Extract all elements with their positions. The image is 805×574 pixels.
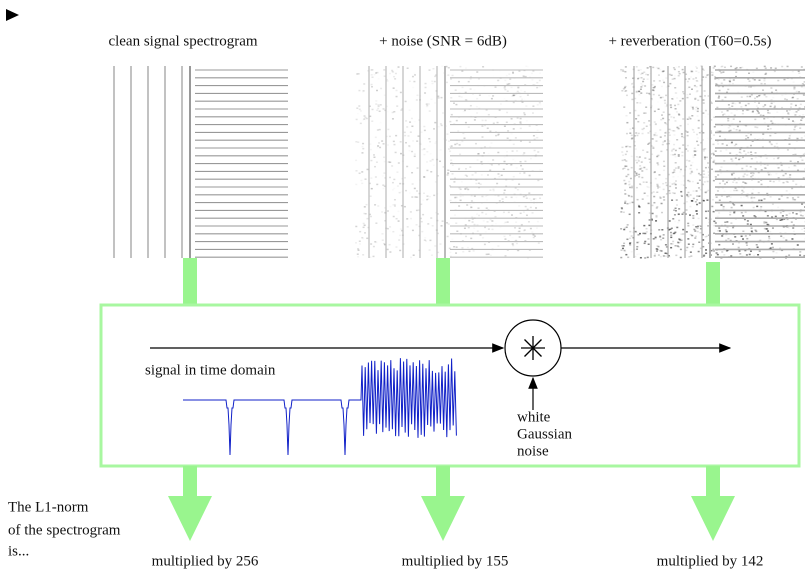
result-label: multiplied by 155 [402,553,509,569]
play-icon[interactable] [6,9,19,21]
footer-text: is... [8,543,29,559]
process-box [99,303,801,468]
noise-label: noise [517,443,549,459]
noise-label: Gaussian [517,426,572,442]
result-label: multiplied by 142 [657,553,764,569]
signal-label: signal in time domain [145,362,276,378]
convolution-symbol [521,336,545,360]
down-arrows [168,466,735,541]
column-title: clean signal spectrogram [108,33,257,49]
footer-text: The L1-norm [8,499,89,515]
noise-label: white [517,409,551,425]
footer-text: of the spectrogram [8,522,121,538]
time-signal [183,358,457,456]
column-title: + reverberation (T60=0.5s) [608,33,771,49]
column-title: + noise (SNR = 6dB) [379,33,507,49]
result-label: multiplied by 256 [152,553,259,569]
spectrograms [113,65,805,259]
connectors [183,258,720,305]
